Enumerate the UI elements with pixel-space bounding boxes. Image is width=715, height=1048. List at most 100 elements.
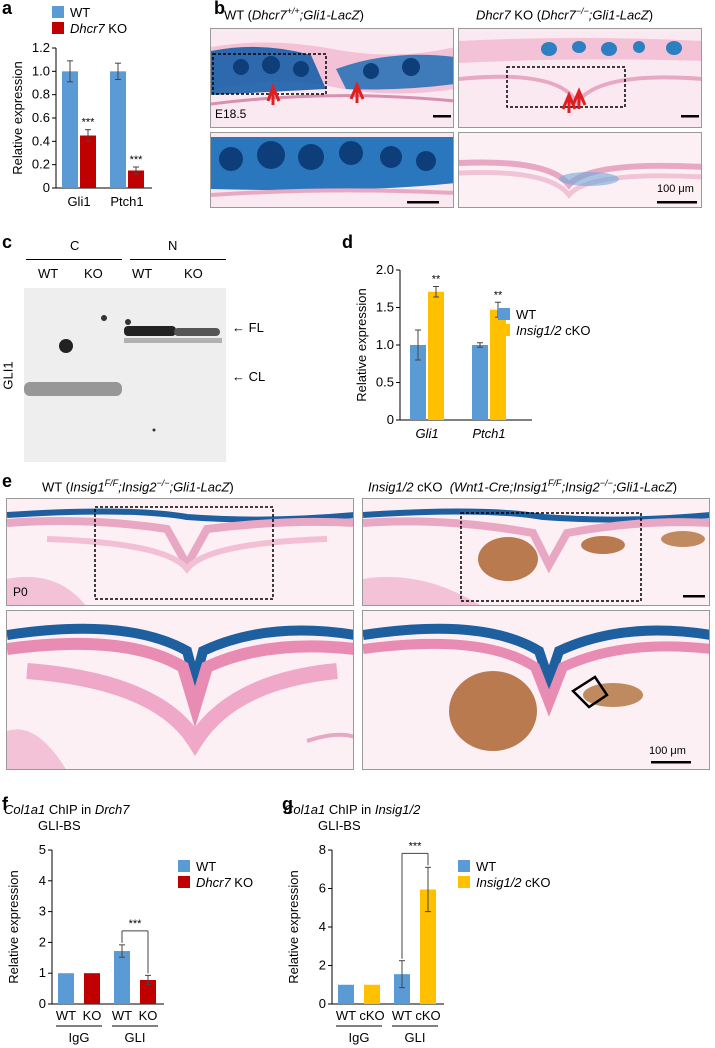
a-ytick-label: 0.2 bbox=[32, 157, 50, 172]
g-significance: *** bbox=[409, 840, 423, 852]
e-stage-label: P0 bbox=[13, 585, 28, 599]
b-ko-zoom-image: 100 μm bbox=[458, 132, 702, 208]
b-ko-overview-image bbox=[458, 28, 702, 128]
b-ko-title: Dhcr7 KO (Dhcr7−/−;Gli1-LacZ) bbox=[476, 6, 654, 23]
b-wt-zoom-image bbox=[210, 132, 454, 208]
f-bar bbox=[58, 973, 74, 1004]
d-bar bbox=[428, 291, 444, 420]
g-group-label: GLI bbox=[405, 1030, 426, 1045]
a-bar bbox=[62, 71, 78, 188]
d-legend-wt: WT bbox=[516, 307, 536, 322]
f-legend-2: Dhcr7 KO bbox=[196, 875, 253, 890]
f-ytick-label: 5 bbox=[39, 842, 46, 857]
g-subtitle: GLI-BS bbox=[318, 818, 361, 833]
d-bar bbox=[410, 345, 426, 420]
g-bar bbox=[420, 889, 436, 1004]
g-group-label: IgG bbox=[349, 1030, 370, 1045]
d-significance: ** bbox=[432, 274, 441, 286]
f-significance: *** bbox=[129, 918, 143, 930]
f-xtick-label: KO bbox=[139, 1008, 158, 1023]
d-significance: ** bbox=[494, 289, 503, 301]
g-ytick-label: 8 bbox=[319, 842, 326, 857]
g-legend-2: Insig1/2 cKO bbox=[476, 875, 550, 890]
d-legend-cko: Insig1/2 cKO bbox=[516, 323, 590, 338]
panel-label-e: e bbox=[2, 471, 13, 491]
f-legend-wt: WT bbox=[196, 859, 216, 874]
f-ytick-label: 2 bbox=[39, 934, 46, 949]
a-bar bbox=[128, 170, 144, 188]
a-legend-swatch-wt bbox=[52, 6, 64, 18]
g-bar bbox=[364, 984, 380, 1004]
d-legend-swatch-wt bbox=[498, 308, 510, 320]
c-group-c: C bbox=[70, 238, 80, 253]
b-scale-label: 100 μm bbox=[657, 183, 694, 195]
g-xtick-label: cKO bbox=[359, 1008, 384, 1023]
a-bar bbox=[80, 135, 96, 188]
a-ytick-label: 0 bbox=[43, 180, 50, 195]
c-lane-3: WT bbox=[132, 266, 153, 281]
c-fl-label: ← FL bbox=[232, 320, 264, 335]
c-cl-text: CL bbox=[248, 369, 266, 384]
a-significance: *** bbox=[82, 117, 96, 129]
e-cko-overview-image bbox=[362, 498, 710, 606]
e-wt-title: WT (Insig1F/F;Insig2−/−;Gli1-LacZ) bbox=[42, 478, 234, 495]
g-legend-swatch-wt bbox=[458, 860, 470, 872]
f-title: Col1a1 ChIP in Drch7 bbox=[4, 802, 130, 817]
chart-a: 0 0.2 0.4 0.6 0.8 1.0 1.2 Relative expression **… bbox=[10, 5, 152, 209]
panel-label-d: d bbox=[342, 232, 353, 252]
a-xtick-label: Ptch1 bbox=[110, 194, 143, 209]
g-legend-swatch-2 bbox=[458, 876, 470, 888]
c-group-n: N bbox=[168, 238, 178, 253]
e-wt-overview-image: P0 bbox=[6, 498, 354, 606]
g-xtick-label: WT bbox=[392, 1008, 412, 1023]
d-ylabel: Relative expression bbox=[354, 288, 369, 401]
g-ylabel: Relative expression bbox=[286, 870, 301, 983]
a-xtick-label: Gli1 bbox=[67, 194, 90, 209]
d-ytick-label: 0.5 bbox=[376, 375, 394, 390]
a-legend-wt: WT bbox=[70, 5, 90, 20]
a-bar bbox=[110, 71, 126, 188]
f-subtitle: GLI-BS bbox=[38, 818, 81, 833]
f-group-label: GLI bbox=[125, 1030, 146, 1045]
a-ytick-label: 1.2 bbox=[32, 40, 50, 55]
g-ytick-label: 2 bbox=[319, 958, 326, 973]
g-legend-wt: WT bbox=[476, 859, 496, 874]
c-blot-image bbox=[24, 288, 226, 462]
a-ytick-label: 0.6 bbox=[32, 110, 50, 125]
b-wt-title: WT (Dhcr7+/+;Gli1-LacZ) bbox=[224, 6, 364, 23]
f-ytick-label: 0 bbox=[39, 996, 46, 1011]
f-bar bbox=[84, 973, 100, 1004]
e-scale-label: 100 μm bbox=[649, 745, 686, 757]
c-group-n-line bbox=[130, 259, 226, 260]
d-bar bbox=[490, 309, 506, 420]
panel-label-b: b bbox=[214, 0, 225, 18]
d-ytick-label: 0 bbox=[387, 412, 394, 427]
f-xtick-label: KO bbox=[83, 1008, 102, 1023]
d-xtick-label: Gli1 bbox=[415, 426, 438, 441]
d-ytick-label: 1.0 bbox=[376, 337, 394, 352]
f-bar bbox=[114, 951, 130, 1004]
g-ytick-label: 6 bbox=[319, 881, 326, 896]
panel-label-f: f bbox=[2, 794, 8, 814]
c-lane-2: KO bbox=[84, 266, 103, 281]
g-xtick-label: cKO bbox=[415, 1008, 440, 1023]
f-ylabel: Relative expression bbox=[6, 870, 21, 983]
b-wt-overview-image: E18.5 bbox=[210, 28, 454, 128]
a-ytick-label: 0.4 bbox=[32, 133, 50, 148]
c-group-c-line bbox=[26, 259, 122, 260]
g-bar bbox=[338, 984, 354, 1004]
f-xtick-label: WT bbox=[56, 1008, 76, 1023]
f-ytick-label: 3 bbox=[39, 904, 46, 919]
panel-label-a: a bbox=[2, 0, 13, 18]
chart-d: 0 0.5 1.0 1.5 2.0 Relative expression ** Gli1 **… bbox=[354, 262, 590, 441]
d-ytick-label: 1.5 bbox=[376, 300, 394, 315]
g-ytick-label: 0 bbox=[319, 996, 326, 1011]
f-bar bbox=[140, 979, 156, 1004]
d-bar bbox=[472, 345, 488, 420]
a-ytick-label: 1.0 bbox=[32, 63, 50, 78]
e-cko-title: Insig1/2 cKO (Wnt1-Cre;Insig1F/F;Insig2−… bbox=[368, 478, 678, 495]
d-legend-swatch-cko bbox=[498, 324, 510, 336]
c-cl-label: ← CL bbox=[232, 369, 266, 384]
f-ytick-label: 1 bbox=[39, 965, 46, 980]
